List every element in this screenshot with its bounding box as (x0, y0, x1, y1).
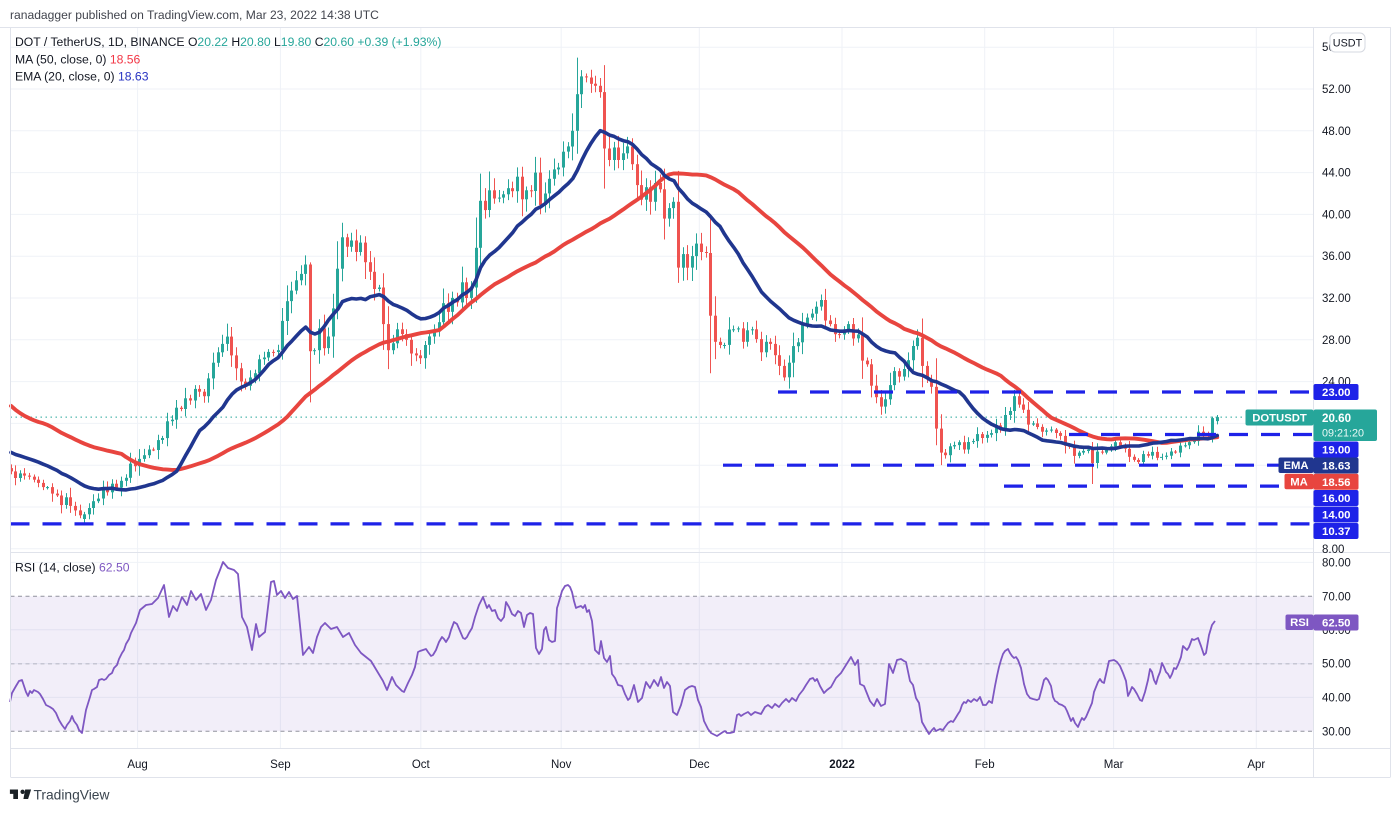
svg-text:MA (50, close, 0) 18.56: MA (50, close, 0) 18.56 (15, 53, 141, 67)
svg-text:16.00: 16.00 (1322, 493, 1351, 505)
svg-text:36.00: 36.00 (1322, 251, 1351, 263)
svg-text:40.00: 40.00 (1322, 692, 1351, 704)
svg-text:28.00: 28.00 (1322, 335, 1351, 347)
svg-text:Nov: Nov (551, 759, 572, 771)
svg-text:48.00: 48.00 (1322, 126, 1351, 138)
svg-text:Apr: Apr (1247, 759, 1265, 771)
svg-text:18.63: 18.63 (1322, 461, 1351, 473)
svg-text:ranadagger published on Tradin: ranadagger published on TradingView.com,… (10, 8, 379, 22)
svg-text:RSI (14, close) 62.50: RSI (14, close) 62.50 (15, 561, 130, 575)
svg-text:80.00: 80.00 (1322, 557, 1351, 569)
svg-text:TradingView: TradingView (34, 788, 110, 803)
svg-text:62.50: 62.50 (1322, 618, 1351, 630)
svg-text:EMA: EMA (1283, 460, 1308, 472)
svg-text:DOTUSDT: DOTUSDT (1252, 413, 1307, 425)
svg-text:Dec: Dec (689, 759, 710, 771)
svg-text:09:21:20: 09:21:20 (1322, 428, 1364, 440)
svg-text:44.00: 44.00 (1322, 168, 1351, 180)
svg-text:70.00: 70.00 (1322, 591, 1351, 603)
svg-text:2022: 2022 (829, 759, 855, 771)
svg-text:MA: MA (1290, 477, 1308, 489)
svg-text:19.00: 19.00 (1322, 445, 1351, 457)
svg-text:RSI: RSI (1290, 617, 1309, 629)
svg-text:18.56: 18.56 (1322, 477, 1351, 489)
svg-text:50.00: 50.00 (1322, 659, 1351, 671)
svg-text:20.60: 20.60 (1322, 412, 1351, 425)
svg-text:USDT: USDT (1333, 38, 1363, 50)
svg-text:52.00: 52.00 (1322, 84, 1351, 96)
svg-text:EMA (20, close, 0) 18.63: EMA (20, close, 0) 18.63 (15, 70, 149, 84)
svg-text:Aug: Aug (127, 759, 147, 771)
svg-text:23.00: 23.00 (1322, 387, 1351, 399)
svg-text:DOT / TetherUS, 1D, BINANCE O: DOT / TetherUS, 1D, BINANCE O20.22 H20.8… (15, 35, 441, 49)
svg-text:Feb: Feb (975, 759, 995, 771)
svg-text:8.00: 8.00 (1322, 544, 1344, 556)
svg-text:30.00: 30.00 (1322, 726, 1351, 738)
svg-text:40.00: 40.00 (1322, 209, 1351, 221)
svg-text:Oct: Oct (412, 759, 431, 771)
svg-text:14.00: 14.00 (1322, 510, 1351, 522)
svg-text:Sep: Sep (270, 759, 290, 771)
svg-text:32.00: 32.00 (1322, 293, 1351, 305)
svg-text:10.37: 10.37 (1322, 526, 1351, 538)
svg-text:Mar: Mar (1104, 759, 1124, 771)
